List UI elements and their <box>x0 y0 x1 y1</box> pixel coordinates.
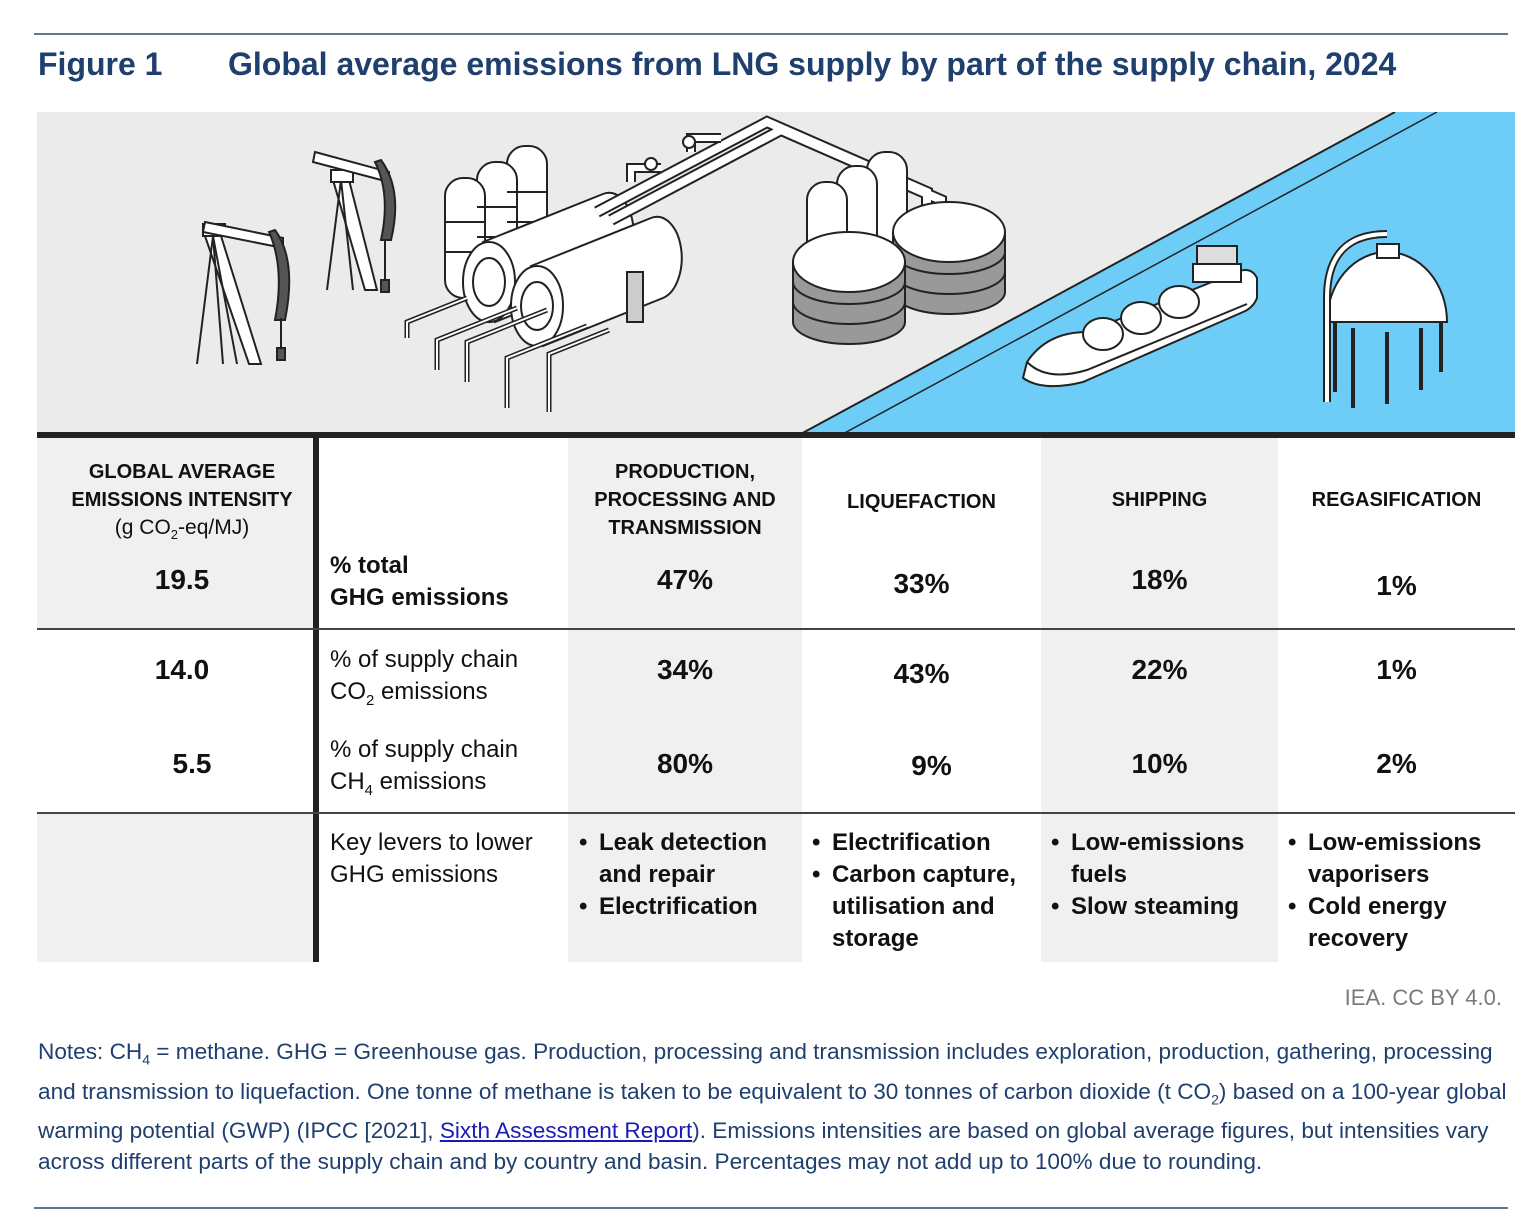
value-cell: 10% <box>1131 748 1188 779</box>
column-header-regasification: REGASIFICATION <box>1311 489 1482 511</box>
value-cell: 9% <box>911 750 952 781</box>
value-cell: 33% <box>893 568 950 599</box>
row-label-total-ghg: % total GHG emissions <box>330 552 509 611</box>
emissions-table: GLOBAL AVERAGE EMISSIONS INTENSITY (g CO… <box>37 432 1515 962</box>
processing-plant-icon <box>404 145 683 412</box>
lever-item: Electrification <box>577 891 799 923</box>
levers-liquefaction: ElectrificationCarbon capture, utilisati… <box>810 827 1040 955</box>
intensity-column-shade <box>37 814 313 962</box>
lever-item: Leak detection and repair <box>577 827 799 891</box>
lever-item: Low-emissions fuels <box>1049 827 1277 891</box>
value-cell: 43% <box>893 658 950 689</box>
intensity-column-shade <box>37 438 313 628</box>
row-label-ch4: % of supply chain CH4 emissions <box>330 736 519 799</box>
row-label-co2: % of supply chain CO2 emissions <box>330 646 519 709</box>
lng-carrier-ship-icon <box>1021 245 1258 388</box>
value-cell: 18% <box>1131 564 1188 595</box>
intensity-header: GLOBAL AVERAGE EMISSIONS INTENSITY (g CO… <box>37 458 327 549</box>
value-cell: 34% <box>656 654 714 685</box>
column-header-shipping: SHIPPING <box>1111 489 1208 511</box>
figure-notes: Notes: CH4 = methane. GHG = Greenhouse g… <box>38 1039 1507 1175</box>
value-cell: 22% <box>1131 654 1188 685</box>
lever-item: Electrification <box>810 827 1040 859</box>
pumpjack-icon <box>196 220 291 365</box>
top-rule <box>34 33 1508 35</box>
lever-item: Low-emissions vaporisers <box>1286 827 1514 891</box>
pumpjack-icon <box>311 150 397 293</box>
supply-chain-illustration <box>37 112 1515 436</box>
row-label-levers: Key levers to lower GHG emissions <box>330 829 533 888</box>
intensity-value: 19.5 <box>154 564 210 595</box>
figure-title-text: Global average emissions from LNG supply… <box>228 46 1397 82</box>
bottom-rule <box>34 1207 1508 1209</box>
intensity-value: 5.5 <box>172 748 212 779</box>
value-cell: 1% <box>1376 654 1417 685</box>
value-cell: 47% <box>656 564 714 595</box>
value-cell: 2% <box>1376 748 1417 779</box>
value-cell: 1% <box>1376 570 1417 601</box>
intensity-unit: (g CO2-eq/MJ) <box>114 516 250 543</box>
figure-title: Figure 1 Global average emissions from LN… <box>38 46 1508 83</box>
levers-regasification: Low-emissions vaporisersCold energy reco… <box>1286 827 1514 955</box>
lever-item: Carbon capture, utilisation and storage <box>810 859 1040 955</box>
regasification-tank-icon <box>1323 230 1449 408</box>
value-cell: 80% <box>656 748 714 779</box>
lever-item: Slow steaming <box>1049 891 1277 923</box>
levers-shipping: Low-emissions fuelsSlow steaming <box>1049 827 1277 923</box>
lever-item: Cold energy recovery <box>1286 891 1514 955</box>
figure-number: Figure 1 <box>38 46 163 82</box>
column-header-liquefaction: LIQUEFACTION <box>847 491 996 513</box>
levers-production: Leak detection and repairElectrification <box>577 827 799 923</box>
column-header-production: PRODUCTION, PROCESSING AND TRANSMISSION <box>594 461 776 539</box>
sixth-assessment-report-link[interactable]: Sixth Assessment Report <box>439 1118 693 1144</box>
intensity-value: 14.0 <box>154 654 210 685</box>
credit-line: IEA. CC BY 4.0. <box>1344 985 1502 1010</box>
lng-storage-tank-icon <box>792 151 1006 345</box>
